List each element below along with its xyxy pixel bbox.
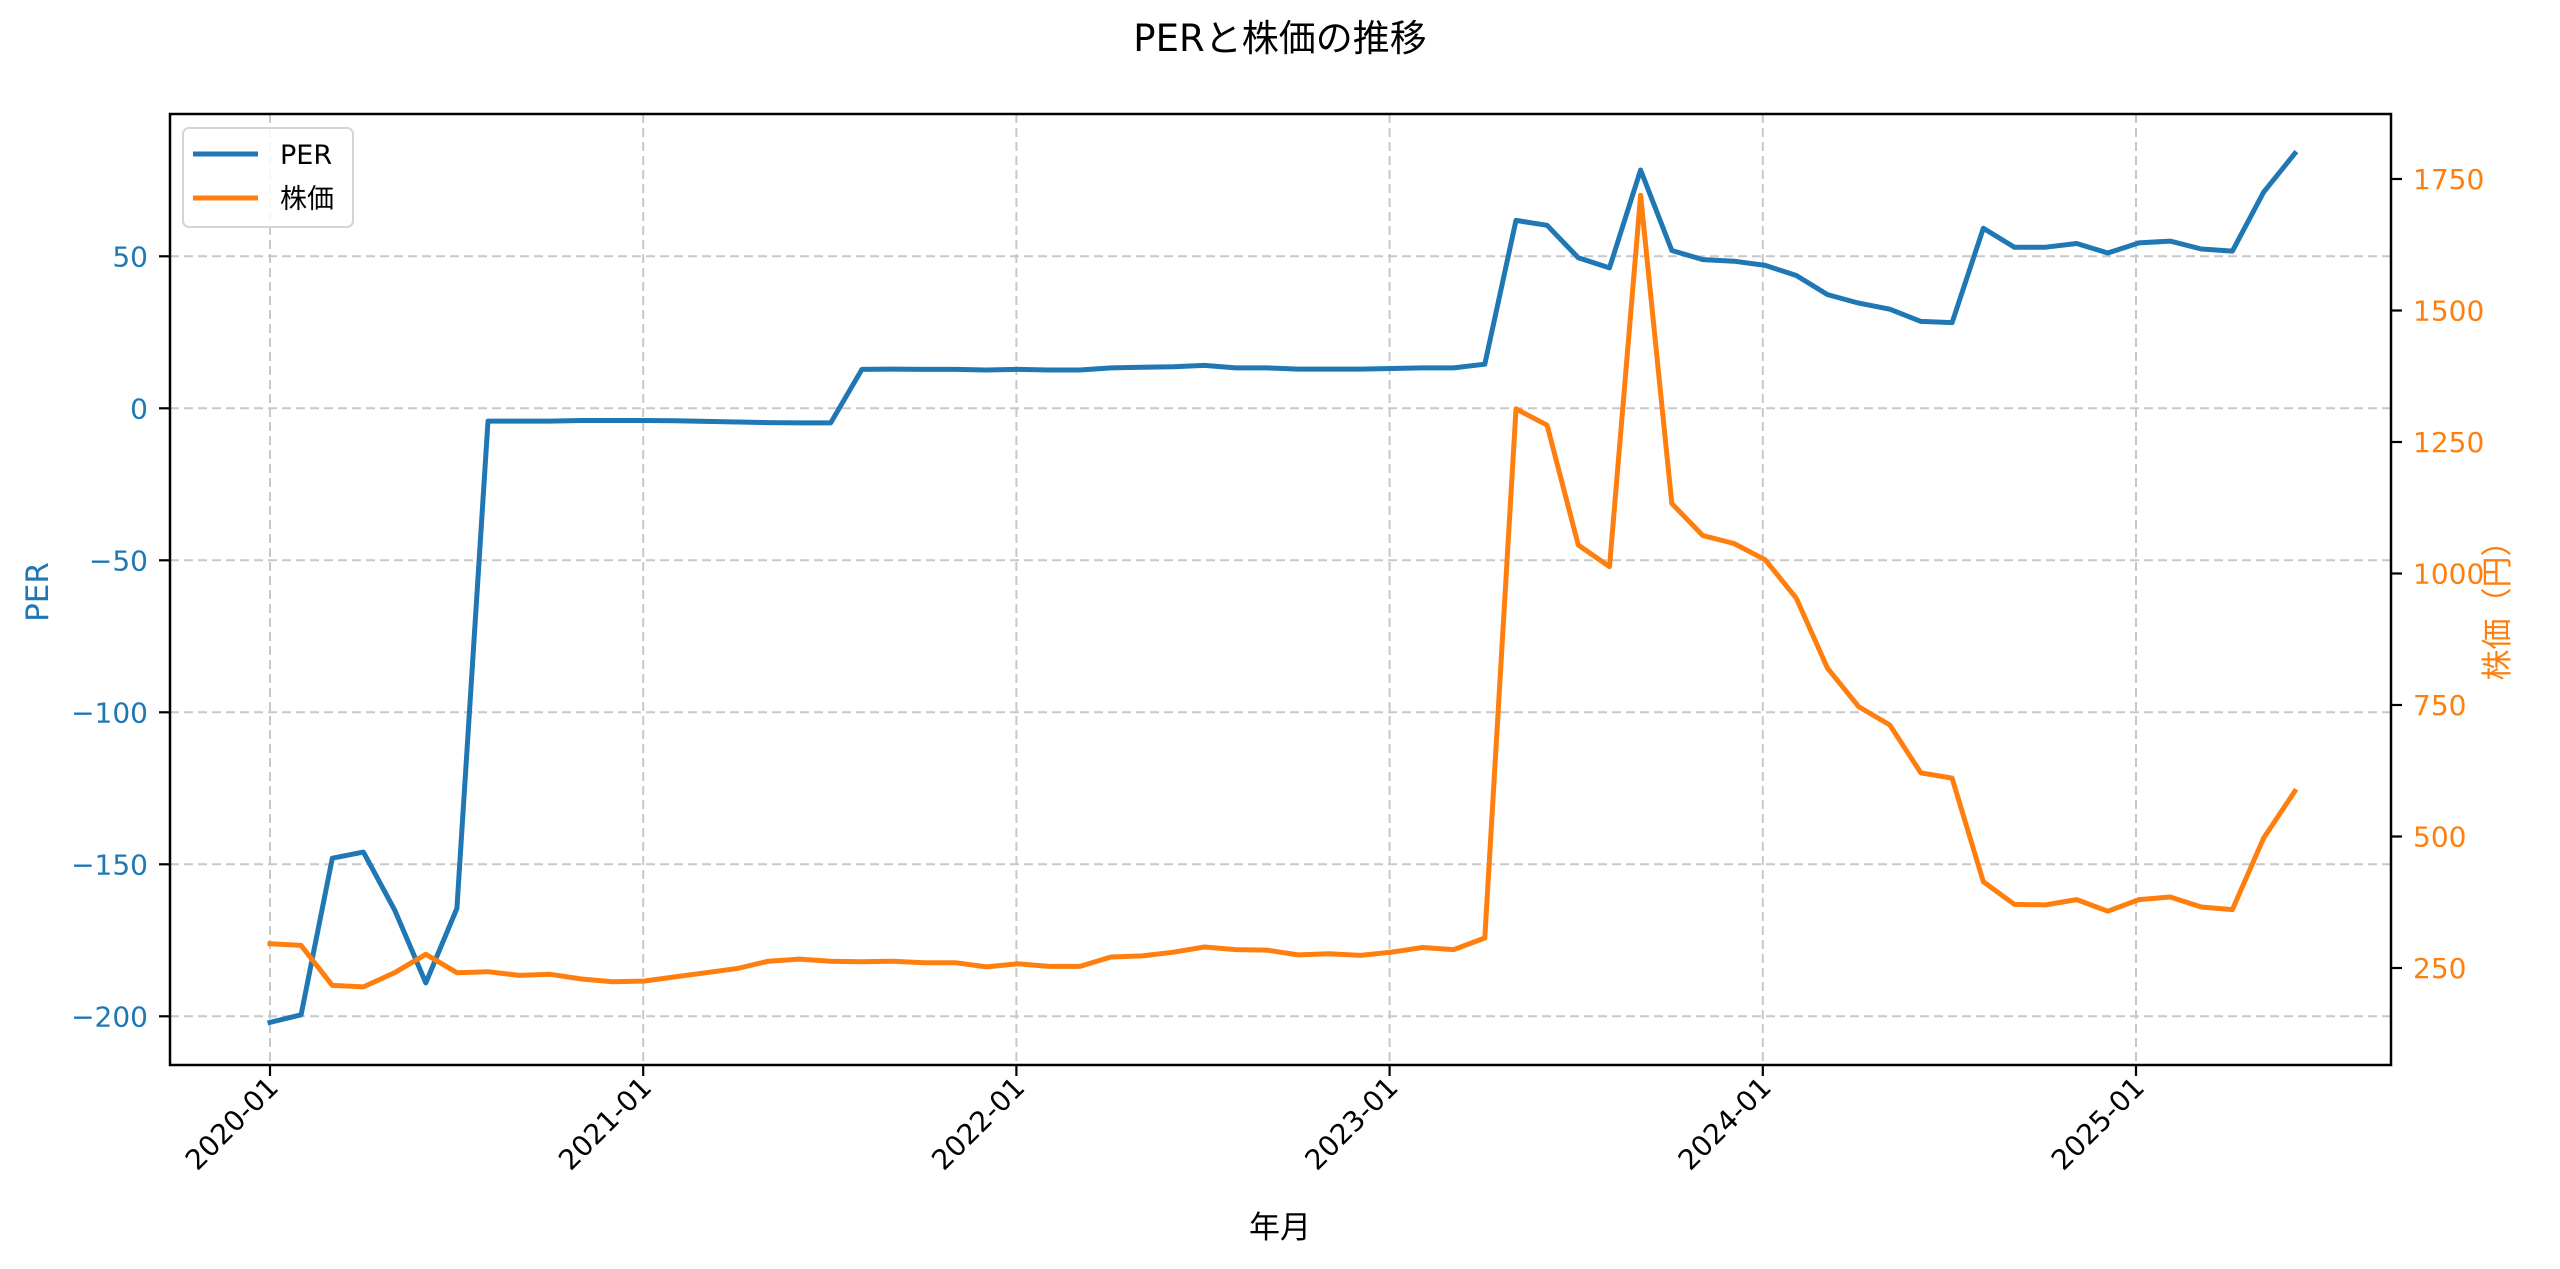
legend: PER 株価	[182, 127, 354, 228]
per-line	[266, 149, 2299, 1026]
left-tick-label: −100	[71, 696, 148, 729]
left-y-axis: 50 0 −50 −100 −150 −200	[71, 240, 170, 1033]
left-tick-label: −150	[71, 848, 148, 881]
left-axis-label: PER	[20, 562, 56, 622]
chart-title: PERと株価の推移	[1133, 17, 1426, 60]
right-tick-label: 1500	[2413, 295, 2484, 328]
right-y-axis: 250 500 750 1000 1250 1500 1750	[2391, 163, 2484, 985]
right-tick-label: 750	[2413, 689, 2466, 722]
right-tick-label: 1750	[2413, 163, 2484, 196]
plot-area-frame	[168, 112, 2393, 1067]
right-axis-label: 株価（円）	[2480, 526, 2516, 681]
right-tick-label: 250	[2413, 952, 2466, 985]
right-tick-label: 500	[2413, 821, 2466, 854]
left-tick-label: −50	[89, 544, 148, 577]
legend-stock-price-label: 株価	[280, 184, 334, 215]
left-tick-label: 50	[112, 240, 148, 273]
grid-lines	[170, 114, 2391, 1065]
legend-per-label: PER	[280, 140, 332, 171]
left-tick-label: −200	[71, 1000, 148, 1033]
x-axis-label: 年月	[1249, 1210, 1311, 1246]
stock-price-line	[267, 192, 2299, 990]
left-tick-label: 0	[130, 392, 148, 425]
data-series	[266, 149, 2299, 1026]
right-tick-label: 1250	[2413, 426, 2484, 459]
right-tick-label: 1000	[2413, 558, 2484, 591]
